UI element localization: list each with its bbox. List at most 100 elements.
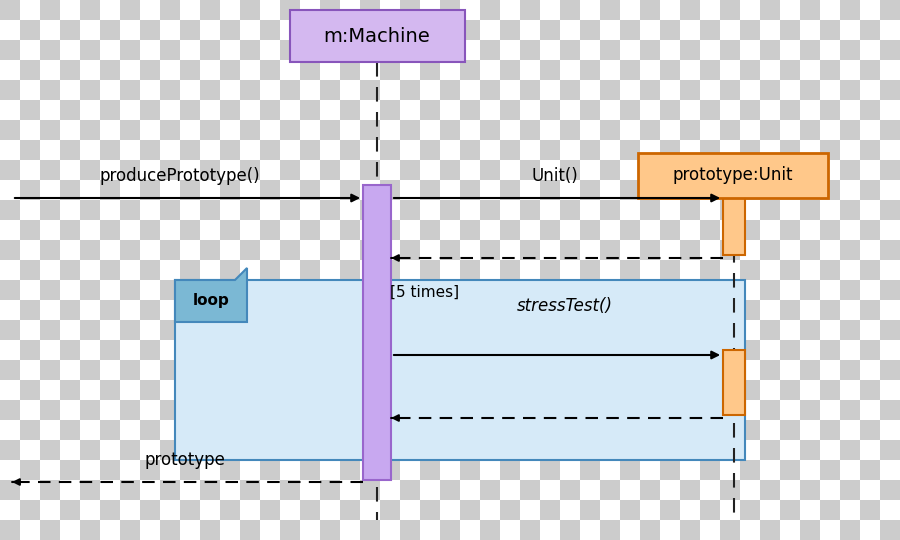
Bar: [100, 440, 120, 460]
Bar: [60, 160, 80, 180]
Bar: [720, 220, 740, 240]
Bar: [260, 200, 280, 220]
Bar: [360, 460, 380, 480]
Bar: [500, 60, 520, 80]
Bar: [100, 420, 120, 440]
Bar: [460, 140, 480, 160]
Bar: [720, 40, 740, 60]
Bar: [520, 500, 540, 520]
Bar: [400, 20, 420, 40]
Bar: [120, 240, 140, 260]
Bar: [240, 140, 260, 160]
Bar: [60, 200, 80, 220]
Bar: [780, 20, 800, 40]
Bar: [120, 480, 140, 500]
Bar: [340, 60, 360, 80]
Bar: [800, 20, 820, 40]
Bar: [700, 420, 720, 440]
Bar: [560, 120, 580, 140]
Bar: [0, 40, 20, 60]
Bar: [380, 460, 400, 480]
Bar: [160, 20, 180, 40]
Bar: [700, 220, 720, 240]
Bar: [480, 20, 500, 40]
Bar: [0, 20, 20, 40]
Bar: [340, 240, 360, 260]
Text: [5 times]: [5 times]: [390, 285, 459, 300]
Bar: [320, 420, 340, 440]
Bar: [400, 300, 420, 320]
Bar: [500, 340, 520, 360]
Bar: [180, 20, 200, 40]
Bar: [780, 40, 800, 60]
Bar: [860, 520, 880, 540]
Bar: [260, 60, 280, 80]
Bar: [580, 0, 600, 20]
Bar: [820, 400, 840, 420]
Bar: [840, 80, 860, 100]
Bar: [740, 140, 760, 160]
Bar: [260, 180, 280, 200]
Bar: [240, 500, 260, 520]
Bar: [380, 320, 400, 340]
Bar: [660, 60, 680, 80]
Bar: [300, 480, 320, 500]
Bar: [460, 360, 480, 380]
Bar: [80, 380, 100, 400]
Bar: [700, 80, 720, 100]
Bar: [260, 160, 280, 180]
Bar: [760, 480, 780, 500]
Bar: [40, 120, 60, 140]
Bar: [140, 420, 160, 440]
Bar: [120, 520, 140, 540]
Bar: [580, 260, 600, 280]
Bar: [160, 440, 180, 460]
Bar: [460, 160, 480, 180]
Bar: [220, 380, 240, 400]
Bar: [180, 40, 200, 60]
Bar: [860, 400, 880, 420]
Bar: [620, 400, 640, 420]
Bar: [260, 480, 280, 500]
Bar: [540, 340, 560, 360]
Bar: [40, 0, 60, 20]
Bar: [620, 0, 640, 20]
Bar: [740, 40, 760, 60]
Bar: [560, 500, 580, 520]
Bar: [740, 320, 760, 340]
Bar: [180, 280, 200, 300]
Bar: [580, 240, 600, 260]
Bar: [100, 260, 120, 280]
Bar: [800, 0, 820, 20]
Bar: [880, 300, 900, 320]
Bar: [220, 240, 240, 260]
Bar: [400, 320, 420, 340]
Bar: [700, 100, 720, 120]
Bar: [540, 460, 560, 480]
Bar: [540, 80, 560, 100]
Bar: [680, 20, 700, 40]
Bar: [40, 360, 60, 380]
Bar: [800, 480, 820, 500]
Bar: [200, 0, 220, 20]
Bar: [340, 200, 360, 220]
Bar: [800, 360, 820, 380]
Bar: [20, 440, 40, 460]
Bar: [500, 500, 520, 520]
Bar: [500, 220, 520, 240]
Bar: [660, 180, 680, 200]
Bar: [580, 460, 600, 480]
Bar: [360, 100, 380, 120]
Bar: [723, 195, 745, 255]
Bar: [220, 120, 240, 140]
Bar: [240, 380, 260, 400]
Bar: [820, 20, 840, 40]
Bar: [640, 360, 660, 380]
Bar: [680, 280, 700, 300]
Bar: [360, 240, 380, 260]
Bar: [740, 180, 760, 200]
Bar: [880, 20, 900, 40]
Bar: [780, 240, 800, 260]
Bar: [480, 480, 500, 500]
Bar: [860, 460, 880, 480]
